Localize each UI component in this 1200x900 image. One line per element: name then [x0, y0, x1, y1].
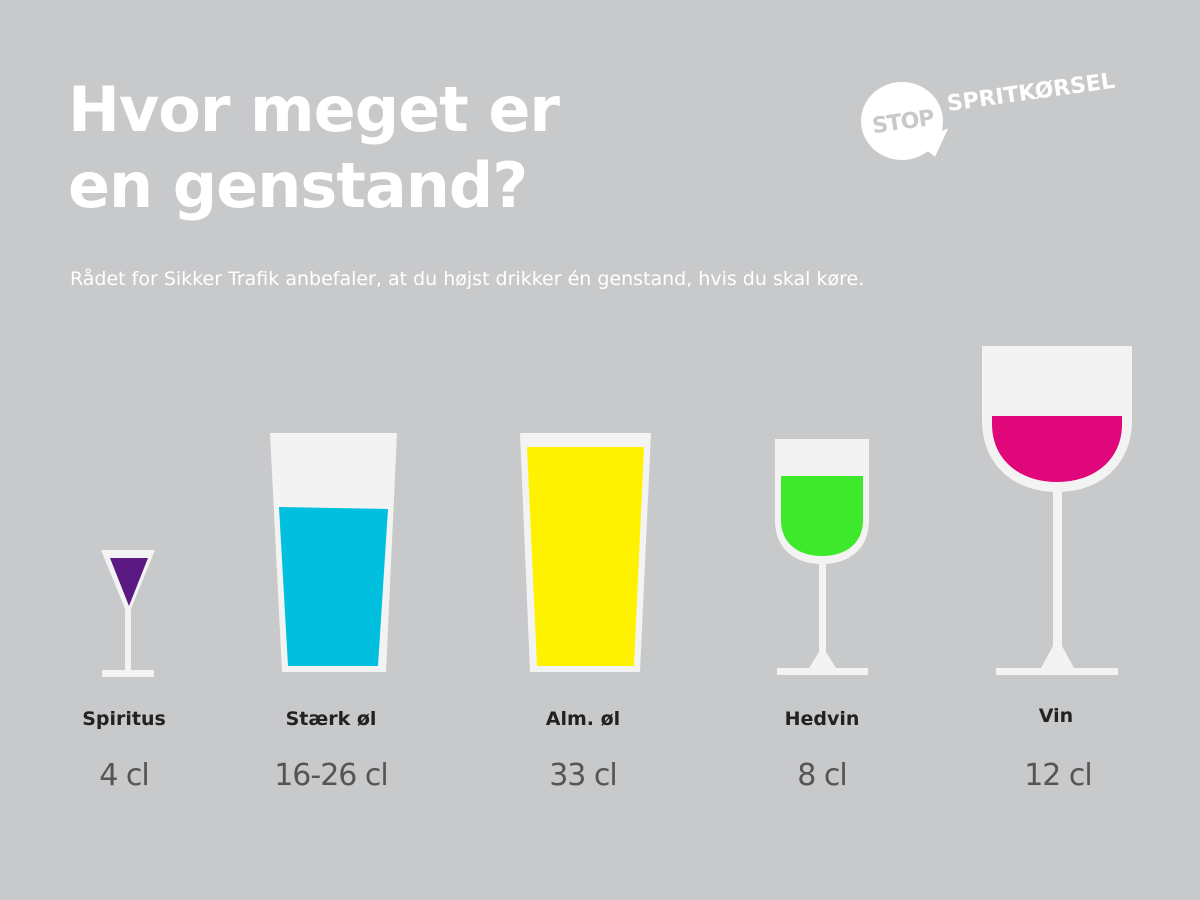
drink-amount-vin: 12 cl	[1024, 758, 1093, 793]
drink-label-hedvin: Hedvin	[784, 708, 860, 730]
drink-label-spiritus: Spiritus	[82, 708, 166, 730]
vin-liquid	[992, 416, 1122, 482]
stop-spritkorsel-logo: STOP SPRITKØRSEL	[855, 69, 1155, 168]
hedvin-glass-icon	[775, 439, 869, 675]
spiritus-glass-icon	[101, 550, 155, 677]
drink-amount-alm-ol: 33 cl	[549, 758, 618, 793]
title-line-1: Hvor meget er	[68, 73, 560, 146]
drink-label-staerk-ol: Stærk øl	[285, 708, 377, 730]
hedvin-liquid	[781, 476, 863, 556]
spiritus-liquid	[110, 558, 148, 606]
drink-amount-spiritus: 4 cl	[99, 758, 149, 793]
staerk-ol-glass-icon	[270, 433, 397, 672]
subtitle: Rådet for Sikker Trafik anbefaler, at du…	[70, 268, 865, 290]
vin-glass-icon	[982, 346, 1132, 675]
drink-amount-staerk-ol: 16-26 cl	[274, 758, 389, 793]
drink-amount-hedvin: 8 cl	[797, 758, 847, 793]
page-title: Hvor meget er en genstand?	[68, 72, 708, 224]
drink-label-alm-ol: Alm. øl	[545, 708, 621, 730]
alm-ol-glass-icon	[520, 433, 651, 672]
alm-ol-liquid	[527, 447, 644, 666]
drink-label-vin: Vin	[1038, 705, 1074, 727]
staerk-ol-liquid	[279, 507, 388, 666]
title-line-2: en genstand?	[68, 149, 528, 222]
speech-bubble-icon	[861, 82, 943, 160]
